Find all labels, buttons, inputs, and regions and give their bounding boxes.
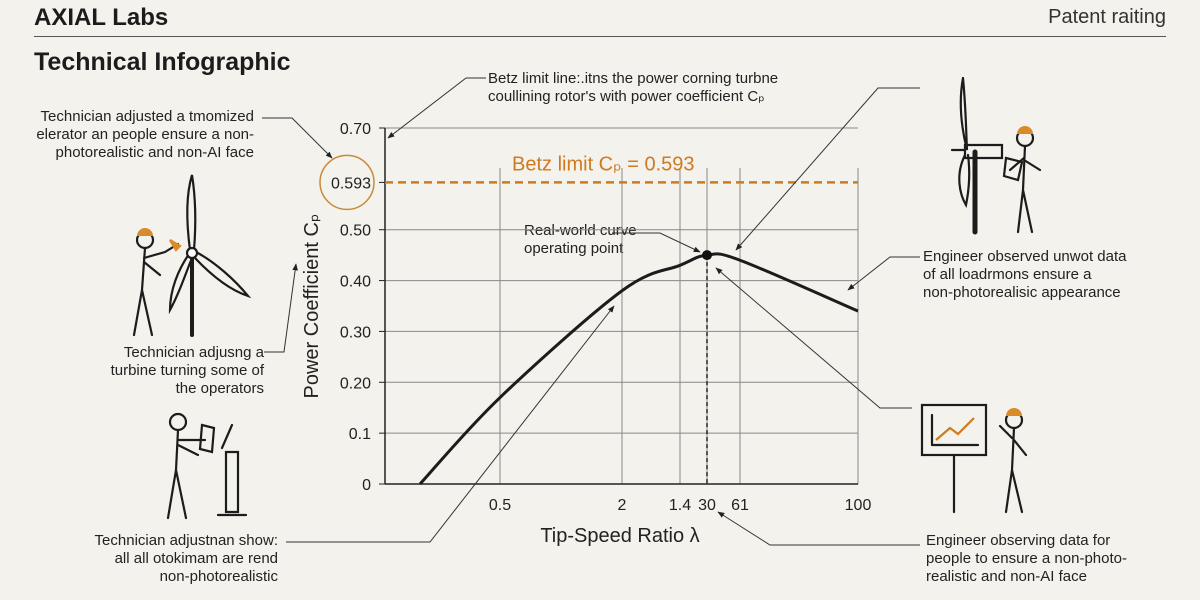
- note-line: people to ensure a non-photo-: [926, 550, 1127, 567]
- betz-limit-label: Betz limit Cₚ = 0.593: [512, 153, 695, 175]
- leader-lines: [262, 77, 920, 546]
- note-line: the operators: [175, 380, 264, 397]
- brand-name: AXIAL Labs: [34, 4, 169, 31]
- note-line: Technician adjustnan show:: [94, 532, 278, 549]
- note-line: elerator an people ensure a non-: [36, 126, 254, 143]
- trend-arrow-icon: [935, 417, 975, 441]
- annotation-betz: Betz limit line:.itns the power corning …: [488, 70, 778, 106]
- x-tick-label: 30: [698, 497, 716, 514]
- note-line: Engineer observing data for: [926, 532, 1111, 549]
- helmet-icon: [1017, 126, 1033, 134]
- leader-top-left: [262, 117, 333, 159]
- annotation-mid-left: Technician adjusng a turbine turning som…: [111, 344, 264, 398]
- note-line: all all otokimam are rend: [114, 550, 278, 567]
- header-divider: [34, 36, 1166, 37]
- note-line: turbine turning some of: [110, 362, 264, 379]
- y-tick-label: 0: [362, 477, 371, 494]
- x-tick-label: 0.5: [489, 497, 511, 514]
- note-line: non-photorealisic appearance: [923, 284, 1121, 301]
- note-line: non-photorealistic: [159, 568, 278, 585]
- y-tick-label: 0.70: [340, 121, 371, 138]
- y-tick-label: 0.40: [340, 274, 371, 291]
- note-line: realistic and non-AI face: [926, 568, 1087, 585]
- leader-mid-right: [847, 256, 920, 291]
- note-line: coullining rotor's with power coefficien…: [488, 88, 765, 105]
- note-line: Technician adjusng a: [123, 344, 264, 361]
- leader-bottom-left: [286, 305, 615, 543]
- note-line: photorealistic and non-AI face: [55, 144, 254, 161]
- page-title: Technical Infographic: [34, 48, 291, 76]
- note-line: operating point: [524, 240, 624, 257]
- highlight-circle: [319, 154, 375, 211]
- x-tick-label: 61: [731, 497, 749, 514]
- technician-console-illustration: [166, 412, 248, 520]
- leader-mid-left: [264, 263, 298, 353]
- technician-turbine-illustration: [132, 174, 252, 337]
- engineer-board-illustration: [920, 403, 1028, 514]
- note-line: Engineer observed unwot data: [923, 248, 1127, 265]
- y-tick-label: 0.20: [340, 375, 371, 392]
- leader-bottom-right: [717, 511, 920, 546]
- leader-engineer-board: [715, 267, 912, 409]
- leader-betz: [387, 77, 486, 139]
- annotation-bottom-left: Technician adjustnan show: all all otoki…: [95, 532, 278, 586]
- x-axis-label: Tip-Speed Ratio λ: [540, 525, 699, 547]
- x-tick-label: 100: [845, 497, 872, 514]
- note-line: Technician adjusted a tmomized: [40, 108, 254, 125]
- y-tick-label: 0.30: [340, 324, 371, 341]
- engineer-turbine-illustration: [950, 76, 1042, 235]
- y-tick-label: 0.50: [340, 223, 371, 240]
- patent-rating: Patent raiting: [1048, 6, 1166, 28]
- annotation-mid-right: Engineer observed unwot data of all load…: [923, 248, 1126, 302]
- y-axis-label: Power Coefficient Cₚ: [301, 214, 323, 399]
- helmet-icon: [137, 228, 153, 236]
- note-line: of all loadrmons ensure a: [923, 266, 1092, 283]
- leader-engineer-top: [735, 87, 920, 251]
- operating-point-marker: [702, 250, 712, 261]
- y-tick-label: 0.1: [349, 426, 371, 443]
- annotation-top-left: Technician adjusted a tmomized elerator …: [36, 108, 254, 162]
- annotation-bottom-right: Engineer observing data for people to en…: [926, 532, 1127, 586]
- cp-curve: [418, 252, 859, 486]
- x-tick-label: 2: [618, 497, 627, 514]
- annotation-operating-point: Real-world curve operating point: [524, 222, 637, 258]
- y-tick-label: 0.593: [331, 175, 371, 192]
- note-line: Betz limit line:.itns the power corning …: [488, 70, 779, 87]
- x-tick-label: 1.4: [669, 497, 691, 514]
- helmet-icon: [1006, 408, 1022, 416]
- note-line: Real-world curve: [524, 222, 637, 239]
